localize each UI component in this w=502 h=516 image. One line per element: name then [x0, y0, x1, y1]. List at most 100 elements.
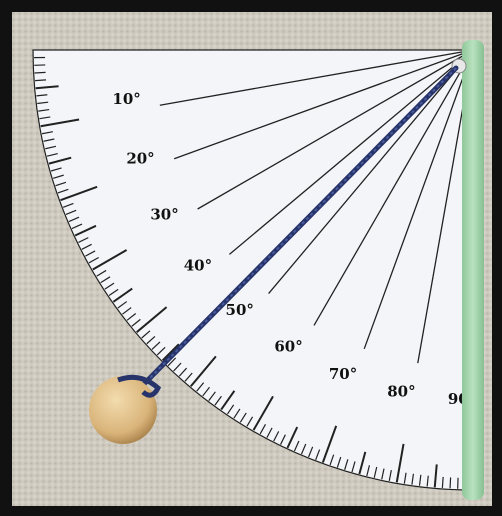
- scale-tick: [307, 446, 314, 458]
- scale-tick: [321, 425, 338, 463]
- scale-tick: [74, 224, 97, 237]
- knot: [117, 374, 162, 398]
- angle-line: [197, 54, 465, 210]
- angle-line: [268, 57, 468, 295]
- angle-line: [228, 55, 466, 255]
- scale-tick: [37, 101, 49, 105]
- scale-tick: [156, 346, 166, 356]
- scale-tick: [167, 357, 177, 367]
- angle-label: 30°: [150, 205, 178, 223]
- scale-tick: [81, 243, 92, 250]
- scale-tick: [329, 454, 335, 466]
- scale-tick: [78, 237, 89, 243]
- scale-tick: [40, 118, 80, 128]
- scale-tick: [336, 456, 342, 468]
- scale-tick: [173, 362, 182, 372]
- angle-line: [313, 58, 469, 326]
- scale-tick: [358, 451, 367, 475]
- scale-tick: [220, 390, 236, 411]
- scale-tick: [403, 472, 407, 484]
- scale-tick: [88, 256, 99, 264]
- angle-label: 80°: [387, 383, 415, 401]
- scale-tick: [273, 431, 280, 442]
- scale-tick: [60, 185, 98, 202]
- scale-tick: [351, 461, 356, 473]
- scale-tick: [381, 468, 385, 480]
- scale-tick: [411, 473, 415, 485]
- scale-tick: [57, 188, 69, 194]
- angle-label: 60°: [274, 337, 302, 355]
- scale-tick: [117, 301, 128, 309]
- scale-tick: [208, 391, 216, 401]
- straw: [462, 40, 484, 500]
- scale-tick: [141, 330, 151, 339]
- wooden-ball: [89, 376, 157, 444]
- scale-tick: [104, 282, 115, 290]
- scale-tick: [39, 116, 51, 120]
- scale-tick: [239, 412, 247, 423]
- scale-tick: [373, 466, 378, 478]
- scale-tick: [71, 223, 83, 230]
- scale-tick: [266, 427, 273, 438]
- scale-tick: [426, 475, 429, 487]
- scale-tick: [131, 318, 141, 327]
- scale-tick: [122, 307, 132, 315]
- scale-tick: [233, 408, 241, 419]
- scale-tick: [35, 79, 47, 82]
- scale-tick: [50, 167, 62, 172]
- scale-tick: [286, 426, 299, 449]
- scale-tick: [300, 443, 307, 455]
- scale-tick: [45, 145, 57, 150]
- angle-label: 50°: [226, 301, 254, 319]
- scale-tick: [53, 174, 64, 179]
- scale-tick: [178, 367, 188, 377]
- scale-tick: [344, 459, 349, 470]
- angle-label: 40°: [184, 256, 212, 274]
- scale-tick: [190, 355, 217, 387]
- scale-tick: [161, 343, 180, 362]
- angle-label: 70°: [329, 365, 357, 383]
- scale-tick: [146, 335, 156, 345]
- scale-tick: [96, 269, 107, 277]
- scale-tick: [395, 443, 405, 483]
- scale-tick: [126, 313, 137, 321]
- scale-tick: [48, 156, 72, 165]
- string-twist: [139, 67, 457, 389]
- scale-tick: [85, 250, 96, 257]
- angle-line: [363, 59, 471, 350]
- scale-tick: [196, 382, 205, 392]
- scale-tick: [227, 404, 235, 415]
- scale-tick: [151, 341, 161, 350]
- scale-tick: [433, 464, 438, 488]
- angle-label: 20°: [126, 149, 154, 167]
- scale-tick: [55, 181, 67, 187]
- scale-tick: [366, 465, 371, 477]
- scale-tick: [388, 470, 392, 482]
- scale-tick: [68, 216, 80, 223]
- scale-tick: [252, 395, 274, 431]
- scale-tick: [184, 372, 193, 382]
- scale-tick: [92, 249, 128, 271]
- angle-line: [159, 51, 464, 106]
- scale-tick: [65, 209, 77, 216]
- scale-tick: [41, 131, 53, 135]
- scale-tick: [34, 71, 46, 74]
- scale-tick: [62, 202, 74, 208]
- scale-tick: [418, 474, 422, 486]
- angle-label: 10°: [112, 90, 140, 108]
- scale-tick: [449, 477, 452, 489]
- scale-tick: [112, 287, 133, 303]
- scale-tick: [108, 288, 119, 296]
- scale-tick: [136, 306, 168, 333]
- scale-tick: [43, 138, 55, 142]
- scale-tick: [315, 449, 321, 461]
- scale-tick: [441, 476, 444, 488]
- scale-tick: [100, 276, 111, 284]
- scale-tick: [293, 440, 300, 452]
- scale-tick: [35, 85, 59, 90]
- scale-tick: [202, 386, 210, 397]
- scale-tick: [36, 94, 48, 97]
- angle-line: [173, 52, 464, 160]
